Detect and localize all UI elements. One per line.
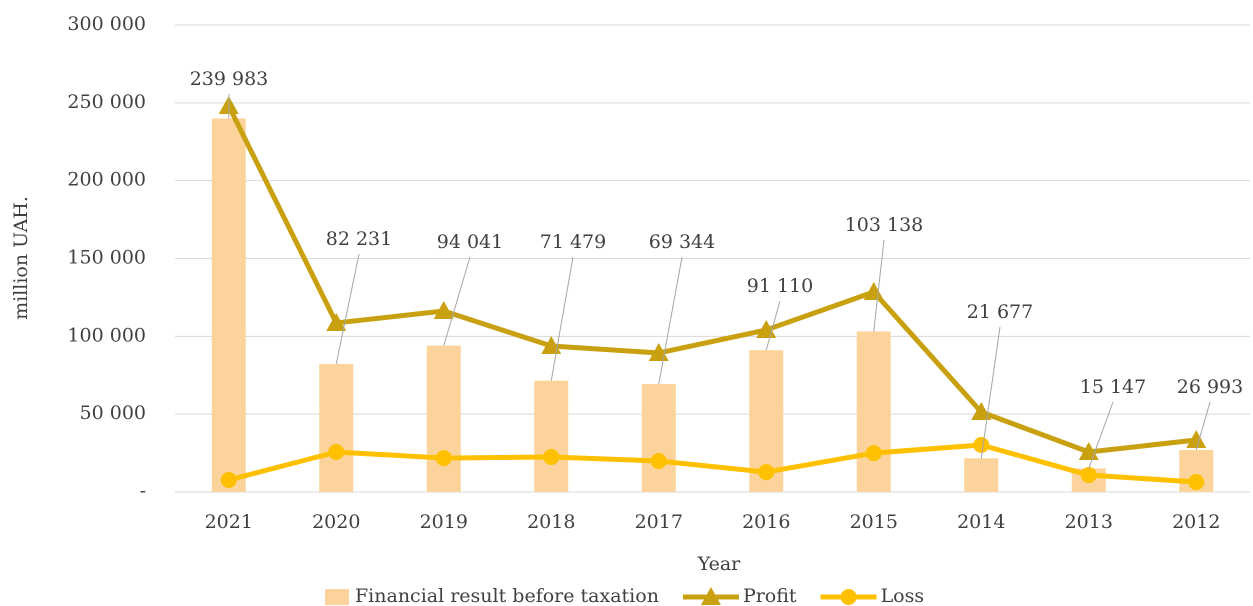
marker <box>863 281 884 300</box>
y-tick-label: 250 000 <box>67 91 146 113</box>
leader-line <box>980 326 1001 459</box>
x-tick-label: 2016 <box>742 511 790 533</box>
marker <box>435 450 452 467</box>
data-label: 91 110 <box>747 275 813 297</box>
data-label: 15 147 <box>1080 376 1146 398</box>
bar <box>426 345 461 492</box>
marker <box>220 472 237 489</box>
x-tick-label: 2021 <box>205 511 253 533</box>
marker <box>543 448 560 465</box>
leader-line <box>1088 401 1114 469</box>
y-tick-label: - <box>140 480 146 502</box>
marker <box>1188 474 1205 491</box>
line <box>226 104 1197 455</box>
leader-line <box>550 256 574 381</box>
data-label: 69 344 <box>649 231 715 253</box>
marker <box>865 445 882 462</box>
marker <box>433 300 454 319</box>
leader-line <box>765 300 781 351</box>
y-tick-label: 150 000 <box>67 247 146 269</box>
marker <box>328 443 345 460</box>
bar <box>964 458 999 492</box>
x-tick-label: 2020 <box>312 511 360 533</box>
leader-line <box>335 253 360 365</box>
marker <box>758 464 775 481</box>
y-axis-label: million UAH. <box>10 196 32 320</box>
bar <box>211 118 246 493</box>
x-tick-label: 2017 <box>635 511 683 533</box>
marker <box>1186 430 1207 449</box>
leader-line <box>658 256 683 385</box>
x-tick-label: 2012 <box>1172 511 1220 533</box>
data-label: 26 993 <box>1177 376 1243 398</box>
y-tick-label: 50 000 <box>80 402 146 424</box>
legend-label: Profit <box>743 585 797 606</box>
legend-marker <box>700 587 721 605</box>
data-label: 71 479 <box>540 231 606 253</box>
x-axis-label: Year <box>697 553 741 575</box>
y-tick-label: 100 000 <box>67 324 146 346</box>
data-label: 82 231 <box>326 228 392 250</box>
leader-line <box>443 256 471 346</box>
bar <box>534 380 569 492</box>
leader-line <box>1195 401 1211 451</box>
data-label: 103 138 <box>845 214 924 236</box>
bar <box>856 331 891 492</box>
data-label: 21 677 <box>967 301 1033 323</box>
legend-label: Loss <box>881 585 925 606</box>
x-tick-label: 2014 <box>957 511 1005 533</box>
y-tick-label: 300 000 <box>67 13 146 35</box>
marker <box>973 436 990 453</box>
leader-line <box>873 239 885 332</box>
bar <box>641 384 676 492</box>
data-label: 94 041 <box>437 231 503 253</box>
marker <box>971 401 992 420</box>
marker <box>650 453 667 470</box>
line <box>228 442 1197 485</box>
x-tick-label: 2018 <box>527 511 575 533</box>
data-label: 239 983 <box>190 68 269 90</box>
legend-marker <box>840 589 857 605</box>
x-tick-label: 2019 <box>420 511 468 533</box>
x-tick-label: 2015 <box>850 511 898 533</box>
legend-swatch <box>325 589 349 605</box>
marker <box>326 312 347 331</box>
legend-label: Financial result before taxation <box>355 585 659 606</box>
x-tick-label: 2013 <box>1065 511 1113 533</box>
y-tick-label: 200 000 <box>67 169 146 191</box>
bar <box>319 363 354 492</box>
marker <box>1080 467 1097 484</box>
